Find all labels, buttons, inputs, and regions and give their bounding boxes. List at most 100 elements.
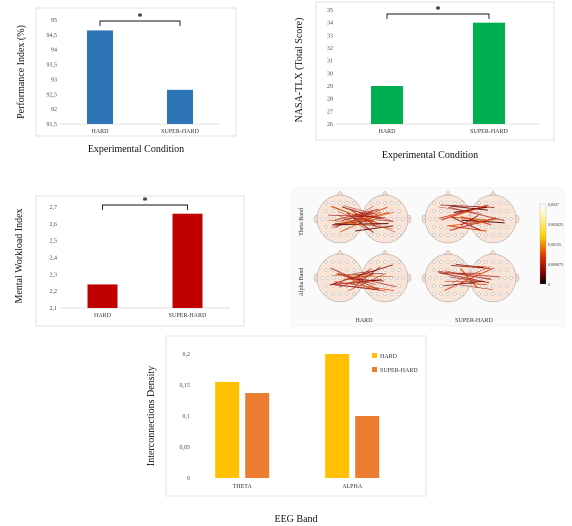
electrode (332, 276, 336, 280)
category-label: HARD (91, 129, 109, 135)
connection-line (459, 268, 478, 288)
electrode (338, 201, 342, 205)
electrode (432, 260, 436, 264)
electrode (453, 233, 457, 237)
electrode (498, 225, 502, 229)
electrode (446, 260, 450, 264)
y-tick-label: 0,2 (183, 352, 191, 358)
y-tick-label: 0 (187, 476, 190, 482)
y-axis-label: Interconnections Density (146, 366, 157, 466)
connection-line (343, 205, 379, 216)
connection-line (331, 264, 393, 285)
electrode (503, 276, 507, 280)
category-label: SUPER-HARD (169, 313, 207, 319)
electrode (369, 260, 373, 264)
electrode (389, 217, 393, 221)
electrode (432, 201, 436, 205)
colorbar-tick: 0,00135 (548, 242, 561, 248)
head-nose (443, 249, 453, 256)
electrode (509, 276, 513, 280)
electrode (491, 276, 495, 280)
significance-marker: * (143, 196, 148, 207)
electrode (390, 209, 394, 213)
electrode (432, 292, 436, 296)
bar-alpha-hard (325, 354, 350, 478)
y-axis-label: Mental Workload Index (14, 208, 25, 303)
electrode (460, 292, 464, 296)
electrode (401, 217, 405, 221)
category-label: HARD (94, 313, 112, 319)
electrode (477, 209, 481, 213)
bar-theta-super-hard (245, 393, 270, 478)
electrode (434, 276, 438, 280)
electrode (505, 233, 509, 237)
connection-line (437, 270, 491, 280)
electrode (484, 225, 488, 229)
electrode (397, 201, 401, 205)
connection-line (448, 206, 505, 222)
electrode (352, 201, 356, 205)
connection-line (453, 206, 488, 214)
electrode (484, 201, 488, 205)
electrode (352, 268, 356, 272)
electrode (345, 292, 349, 296)
electrode (440, 276, 444, 280)
y-tick-label: 2,3 (50, 272, 58, 278)
electrode (324, 225, 328, 229)
electrode (453, 260, 457, 264)
connection-line (337, 214, 372, 232)
electrode (477, 260, 481, 264)
electrode (434, 217, 438, 221)
y-tick-label: 2,5 (50, 239, 58, 245)
chart-border (35, 7, 237, 137)
electrode (324, 260, 328, 264)
electrode (477, 292, 481, 296)
electrode (491, 284, 495, 288)
electrode (439, 292, 443, 296)
colorbar (539, 203, 547, 285)
electrode (477, 233, 481, 237)
y-axis-label: NASA-TLX (Total Score) (294, 18, 305, 123)
connection-line (446, 218, 499, 227)
connection-line (328, 219, 393, 229)
electrode (338, 276, 342, 280)
connection-line (449, 276, 478, 282)
connection-line (337, 211, 378, 228)
electrode (505, 225, 509, 229)
connection-line (450, 205, 488, 211)
connection-line (451, 265, 490, 269)
connection-line (355, 217, 394, 222)
y-tick-label: 32 (327, 46, 333, 52)
y-tick-label: 93 (51, 77, 57, 83)
electrode (477, 225, 481, 229)
electrode (390, 233, 394, 237)
y-tick-label: 94,5 (47, 33, 58, 39)
legend-label: HARD (380, 354, 398, 360)
electrode (331, 201, 335, 205)
electrode (397, 260, 401, 264)
electrode (498, 268, 502, 272)
connection-line (337, 273, 397, 288)
electrode (331, 260, 335, 264)
electrode (376, 233, 380, 237)
electrode (439, 284, 443, 288)
chart-border (165, 335, 427, 497)
bar-alpha-super-hard (355, 416, 380, 478)
electrode (491, 201, 495, 205)
connection-line (337, 272, 374, 291)
electrode (324, 292, 328, 296)
electrode (383, 233, 387, 237)
electrode (484, 260, 488, 264)
electrode (477, 201, 481, 205)
y-tick-label: 2,4 (50, 256, 58, 262)
connection-line (334, 281, 394, 291)
electrode (395, 276, 399, 280)
y-tick-label: 29 (327, 84, 333, 90)
y-tick-label: 95 (51, 18, 57, 24)
electrode (498, 201, 502, 205)
electrode (498, 233, 502, 237)
connection-line (460, 214, 479, 226)
connection-line (334, 205, 374, 229)
electrode (345, 201, 349, 205)
